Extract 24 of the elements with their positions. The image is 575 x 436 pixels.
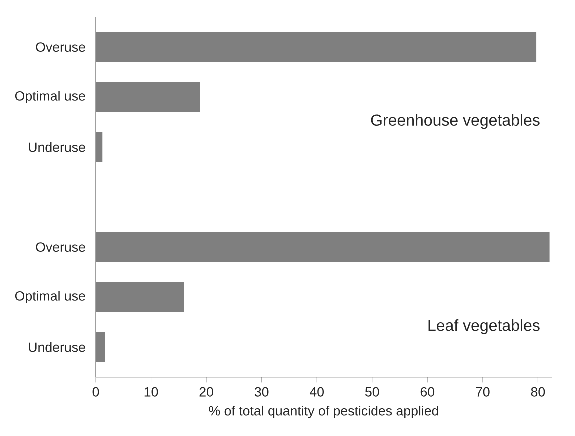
x-axis-title: % of total quantity of pesticides applied (209, 406, 438, 418)
x-tick-label: 70 (476, 387, 490, 397)
annotation: Leaf vegetables (428, 319, 540, 334)
annotation: Greenhouse vegetables (371, 114, 540, 130)
x-tick-label: 20 (200, 387, 214, 397)
x-tick-label: 60 (420, 387, 435, 397)
x-tick-label: 10 (144, 387, 158, 397)
bar (96, 132, 103, 162)
x-tick-label: 80 (531, 387, 546, 397)
y-tick-label: Underuse (29, 142, 86, 152)
bar (96, 332, 106, 362)
x-tick-label: 50 (366, 387, 380, 397)
bar (96, 232, 550, 262)
y-tick-label: Overuse (36, 42, 86, 52)
bar (96, 82, 200, 112)
y-tick-label: Overuse (36, 242, 86, 252)
bar (96, 32, 537, 62)
x-tick-label: 30 (254, 387, 269, 397)
y-tick-label: Optimal use (15, 291, 86, 304)
x-tick-label: 0 (92, 387, 100, 397)
y-tick-label: Underuse (29, 342, 86, 352)
y-tick-label: Optimal use (15, 91, 86, 104)
x-tick-label: 40 (310, 387, 324, 397)
bar (96, 282, 184, 312)
